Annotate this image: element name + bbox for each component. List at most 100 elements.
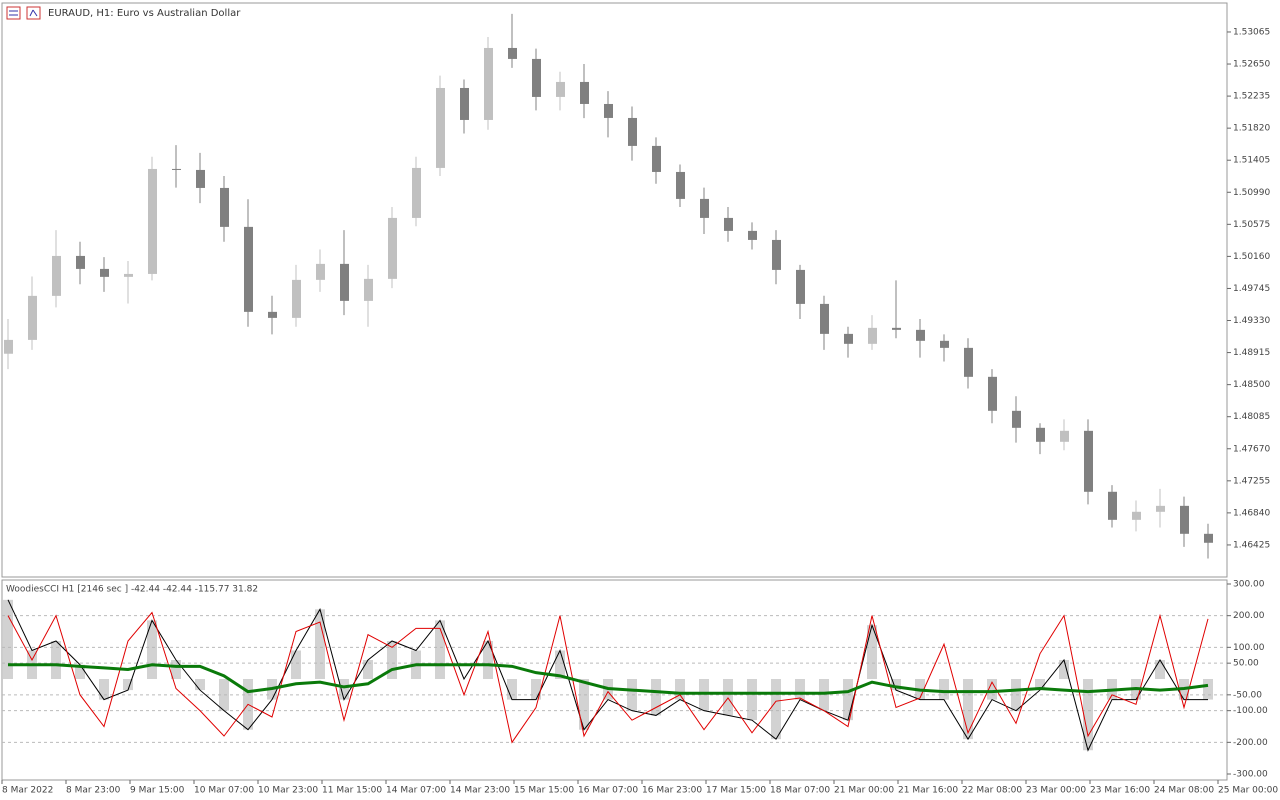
histogram-bar (123, 679, 133, 691)
histogram-bar (339, 679, 349, 700)
x-tick-label: 23 Mar 00:00 (1026, 786, 1086, 796)
histogram-bar (675, 679, 685, 700)
histogram-bar (699, 679, 709, 711)
candle-body (436, 87, 445, 168)
candle-body (28, 295, 37, 340)
candle-body (628, 117, 637, 146)
candle-body (676, 171, 685, 199)
candle-body (1204, 533, 1213, 543)
candle-body (172, 168, 181, 170)
x-tick-label: 21 Mar 00:00 (834, 786, 894, 796)
candle-body (1036, 427, 1045, 442)
histogram-bar (483, 641, 493, 679)
histogram-bar (3, 599, 13, 679)
histogram-bar (363, 660, 373, 679)
candle-body (340, 263, 349, 301)
histogram-bar (291, 650, 301, 679)
y-tick-label: 1.52650 (1233, 60, 1270, 70)
histogram-bar (555, 650, 565, 679)
y-tick-label: 50.00 (1233, 659, 1259, 669)
y-tick-label: 1.51820 (1233, 124, 1270, 134)
candle-body (844, 333, 853, 344)
price-panel (1, 2, 1228, 578)
y-tick-label: 1.53065 (1233, 27, 1270, 37)
x-tick-label: 18 Mar 07:00 (770, 786, 830, 796)
candle-body (796, 269, 805, 304)
candle-body (484, 47, 493, 120)
candle-body (460, 87, 469, 120)
histogram-bar (939, 679, 949, 700)
histogram-bar (195, 679, 205, 691)
y-tick-label: 1.47255 (1233, 476, 1270, 486)
candle-body (1012, 410, 1021, 428)
histogram-bar (219, 679, 229, 711)
x-tick-label: 10 Mar 23:00 (258, 786, 318, 796)
histogram-bar (651, 679, 661, 716)
histogram-bar (771, 679, 781, 740)
candle-body (556, 81, 565, 97)
candle-body (580, 81, 589, 104)
y-tick-label: -100.00 (1233, 706, 1268, 716)
candle-body (76, 255, 85, 269)
candle-body (4, 339, 13, 354)
y-tick-label: 1.49745 (1233, 284, 1270, 294)
candle-body (1084, 430, 1093, 492)
x-tick-label: 15 Mar 15:00 (514, 786, 574, 796)
histogram-bar (987, 679, 997, 700)
y-tick-label: 1.48500 (1233, 380, 1270, 390)
symbol-title: EURAUD, H1: Euro vs Australian Dollar (48, 8, 241, 19)
x-tick-label: 14 Mar 23:00 (450, 786, 510, 796)
y-tick-label: 1.48915 (1233, 348, 1270, 358)
histogram-bar (435, 620, 445, 679)
x-tick-label: 11 Mar 15:00 (322, 786, 382, 796)
candle-body (196, 169, 205, 188)
y-tick-label: 1.47670 (1233, 444, 1270, 454)
candle-body (1108, 491, 1117, 520)
y-tick-label: -200.00 (1233, 738, 1268, 748)
y-tick-label: 1.50160 (1233, 252, 1270, 262)
candle-body (364, 278, 373, 301)
histogram-bar (99, 679, 109, 700)
x-tick-label: 21 Mar 16:00 (898, 786, 958, 796)
histogram-bar (795, 679, 805, 700)
candle-body (1132, 511, 1141, 520)
candle-body (52, 255, 61, 296)
histogram-bar (531, 679, 541, 700)
candle-body (100, 268, 109, 277)
histogram-bar (579, 679, 589, 730)
x-tick-label: 16 Mar 23:00 (642, 786, 702, 796)
histogram-bar (1035, 679, 1045, 691)
x-tick-label: 17 Mar 15:00 (706, 786, 766, 796)
histogram-bar (843, 679, 853, 721)
histogram-bar (1083, 679, 1093, 751)
candle-body (748, 230, 757, 240)
histogram-bar (747, 679, 757, 721)
candle-body (316, 263, 325, 280)
histogram-bar (1011, 679, 1021, 711)
histogram-bar (867, 625, 877, 679)
y-tick-label: 1.52235 (1233, 92, 1270, 102)
candle-body (148, 168, 157, 274)
candle-body (940, 340, 949, 348)
candle-body (508, 47, 517, 59)
y-tick-label: 300.00 (1233, 580, 1265, 590)
candle-body (964, 347, 973, 377)
candle-body (916, 329, 925, 341)
histogram-bar (627, 679, 637, 711)
y-tick-label: 1.48085 (1233, 412, 1270, 422)
candle-body (868, 327, 877, 344)
candle-body (532, 58, 541, 97)
candle-body (1060, 430, 1069, 442)
y-tick-label: 1.46840 (1233, 508, 1270, 518)
x-tick-label: 23 Mar 16:00 (1090, 786, 1150, 796)
candle-body (388, 217, 397, 279)
candle-body (652, 145, 661, 172)
histogram-bar (1203, 679, 1213, 700)
y-tick-label: 1.49330 (1233, 316, 1270, 326)
histogram-bar (507, 679, 517, 700)
candle-body (820, 303, 829, 334)
y-tick-label: 1.50990 (1233, 188, 1270, 198)
candle-body (1156, 505, 1165, 512)
candle-body (1180, 505, 1189, 534)
x-tick-label: 10 Mar 07:00 (194, 786, 254, 796)
